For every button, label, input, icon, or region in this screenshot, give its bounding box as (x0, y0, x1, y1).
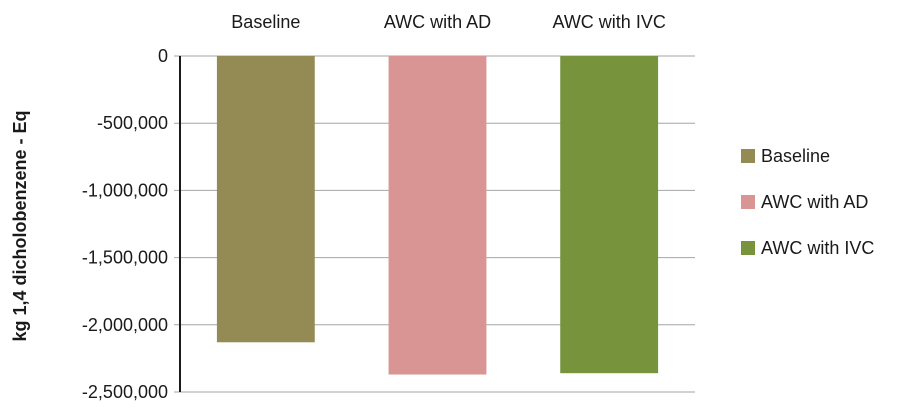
y-axis-title: kg 1,4 dicholobenzene - Eq (10, 110, 30, 341)
category-label: Baseline (231, 12, 300, 32)
legend-label: AWC with IVC (761, 238, 874, 258)
category-label: AWC with AD (384, 12, 491, 32)
y-tick-label: -2,000,000 (82, 315, 168, 335)
category-label: AWC with IVC (552, 12, 665, 32)
y-tick-label: -1,500,000 (82, 248, 168, 268)
legend: Baseline AWC with AD AWC with IVC (741, 146, 874, 258)
y-tick-label: -500,000 (97, 113, 168, 133)
y-tick-labels: 0 -500,000 -1,000,000 -1,500,000 -2,000,000 -… (82, 46, 168, 402)
y-tick-label: -1,000,000 (82, 180, 168, 200)
y-tick-label: 0 (158, 46, 168, 66)
bar (216, 56, 315, 343)
legend-swatch (741, 241, 755, 255)
legend-swatch (741, 195, 755, 209)
category-labels: Baseline AWC with AD AWC with IVC (231, 12, 666, 32)
legend-label: AWC with AD (761, 192, 868, 212)
bars (216, 56, 659, 375)
bar (388, 56, 487, 375)
y-tick-label: -2,500,000 (82, 382, 168, 402)
legend-label: Baseline (761, 146, 830, 166)
bar (560, 56, 659, 374)
legend-swatch (741, 149, 755, 163)
